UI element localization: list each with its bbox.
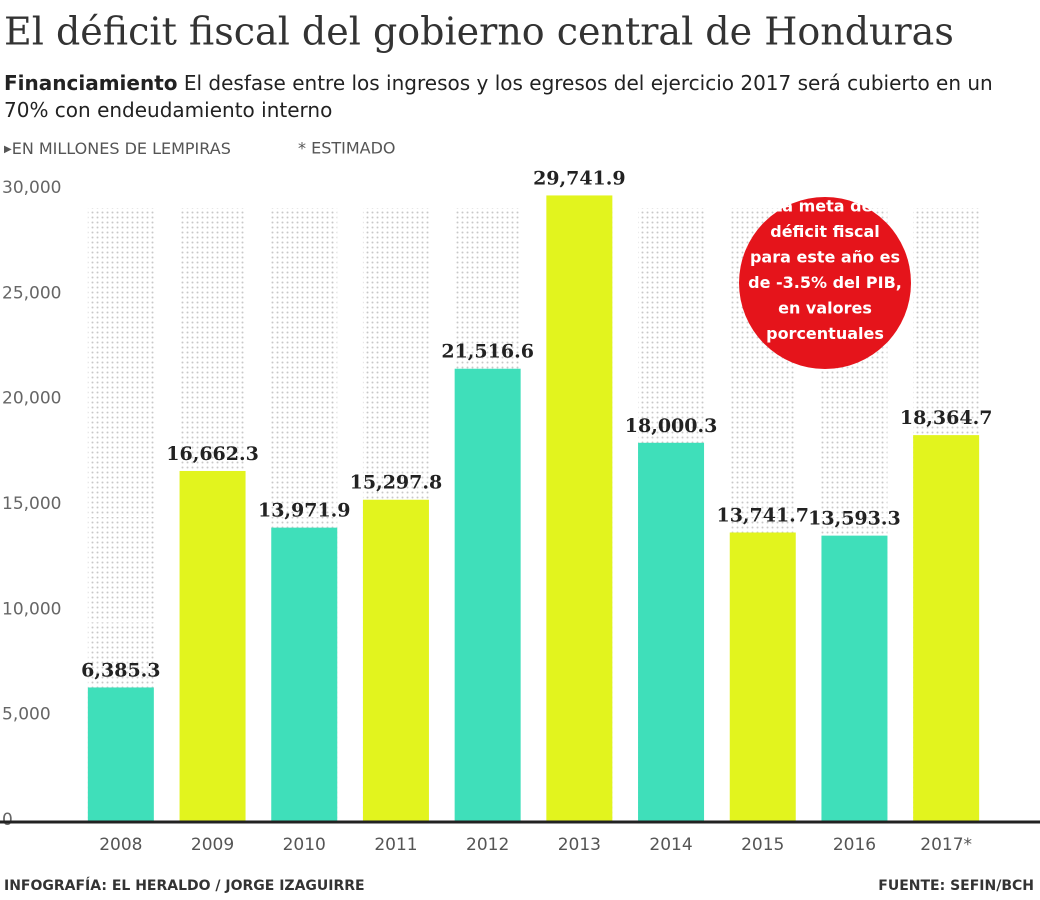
value-label: 16,662.3 <box>166 443 259 465</box>
bar <box>362 499 429 822</box>
y-tick-label: 15,000 <box>2 494 61 514</box>
bar <box>87 687 154 822</box>
y-tick-label: 10,000 <box>2 599 61 619</box>
x-tick-label: 2015 <box>741 835 784 855</box>
annotation-line: en valores <box>778 299 872 318</box>
x-tick-label: 2008 <box>99 835 142 855</box>
subtitle: Financiamiento El desfase entre los ingr… <box>4 70 1024 124</box>
x-tick-label: 2013 <box>558 835 601 855</box>
bar <box>271 527 338 822</box>
plot: 0 5,000 10,000 15,000 20,000 25,000 30,000 6,38… <box>0 167 1040 855</box>
x-tick-label: 2016 <box>833 835 876 855</box>
subtitle-lead: Financiamiento <box>4 71 178 95</box>
unit-note-text: EN MILLONES DE LEMPIRAS <box>12 139 231 158</box>
y-tick-label: 20,000 <box>2 389 61 409</box>
y-tick-label: 0 <box>2 810 13 830</box>
y-tick-label: 30,000 <box>2 178 61 198</box>
annotation-circle <box>739 197 911 369</box>
estimate-note: * ESTIMADO <box>298 139 396 158</box>
x-tick-label: 2014 <box>649 835 692 855</box>
source: FUENTE: SEFIN/BCH <box>878 878 1034 894</box>
value-label: 13,971.9 <box>258 500 351 522</box>
x-tick-label: 2011 <box>374 835 417 855</box>
bar <box>546 195 613 822</box>
annotation-line: La meta del <box>772 197 878 216</box>
x-tick-label: 2009 <box>191 835 234 855</box>
value-label: 6,385.3 <box>81 659 160 681</box>
value-label: 29,741.9 <box>533 167 626 189</box>
x-tick-label: 2012 <box>466 835 509 855</box>
chart-title: El déficit fiscal del gobierno central d… <box>4 10 954 54</box>
credit: INFOGRAFÍA: EL HERALDO / JORGE IZAGUIRRE <box>4 877 365 894</box>
value-label: 13,593.3 <box>808 508 901 530</box>
annotation-line: déficit fiscal <box>770 222 880 241</box>
bar <box>729 532 796 822</box>
value-label: 21,516.6 <box>441 341 534 363</box>
x-tick-label: 2017* <box>920 835 972 855</box>
y-tick-label: 25,000 <box>2 283 61 303</box>
bar <box>179 470 246 822</box>
value-label: 15,297.8 <box>350 472 443 494</box>
bar <box>454 368 521 822</box>
unit-note: ▶EN MILLONES DE LEMPIRAS <box>4 139 231 158</box>
bar <box>913 435 980 822</box>
y-tick-label: 5,000 <box>2 705 51 725</box>
value-label: 13,741.7 <box>716 505 809 527</box>
bar <box>821 535 888 822</box>
annotation-line: porcentuales <box>766 324 884 343</box>
x-tick-label: 2010 <box>283 835 326 855</box>
subtitle-text: El desfase entre los ingresos y los egre… <box>4 71 993 122</box>
value-label: 18,364.7 <box>900 407 993 429</box>
bar <box>638 442 705 822</box>
value-label: 18,000.3 <box>625 415 718 437</box>
annotation-line: de -3.5% del PIB, <box>748 273 902 292</box>
annotation-line: para este año es <box>750 248 900 267</box>
